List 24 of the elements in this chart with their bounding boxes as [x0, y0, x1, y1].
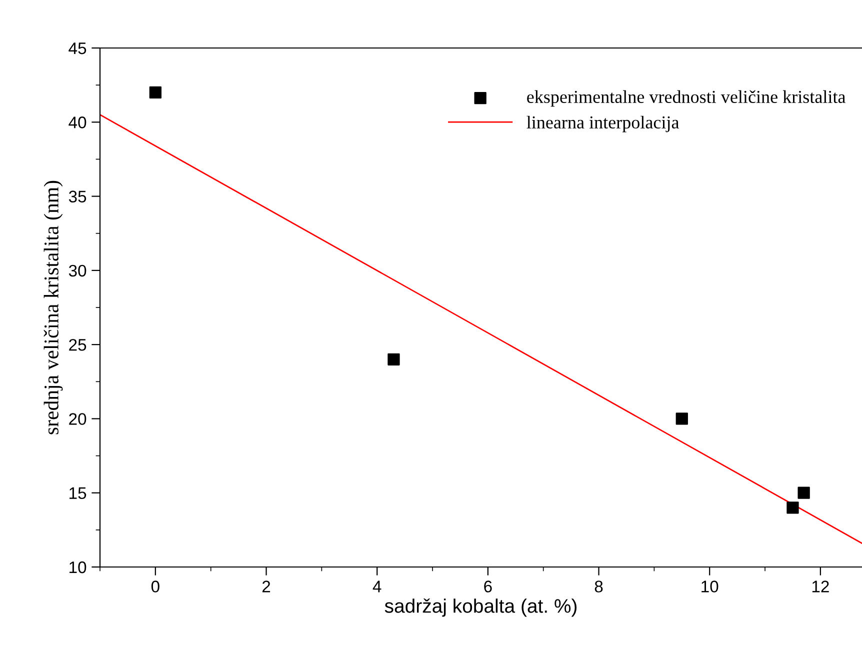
x-tick-label: 4 — [372, 580, 382, 592]
x-tick-label: 0 — [151, 580, 160, 592]
point — [798, 486, 810, 499]
x-tick-label: 2 — [262, 580, 270, 592]
x-tick-label: 10 — [702, 580, 718, 592]
legend-label: eksperimentalne vrednosti veličine kristalita — [527, 90, 846, 107]
y-tick-label: 40 — [68, 116, 86, 128]
point — [149, 86, 162, 99]
x-tick-label: 12 — [812, 580, 829, 592]
y-tick-label: 45 — [68, 42, 86, 54]
y-tick-label: 25 — [69, 338, 86, 351]
y-tick-label: 15 — [70, 487, 86, 500]
y-axis-title: srednja veličina kristalita (nm) — [44, 180, 63, 434]
y-tick-label: 30 — [68, 264, 86, 277]
y-tick-label: 20 — [69, 413, 86, 425]
point — [786, 502, 799, 514]
y-tick-label: 35 — [68, 190, 86, 202]
point — [388, 353, 400, 366]
x-tick-label: 8 — [594, 580, 603, 592]
x-tick-label: 6 — [484, 580, 492, 592]
x-axis-title: sadržaj kobalta (at. %) — [384, 598, 577, 617]
y-tick-label: 10 — [70, 561, 86, 574]
point — [676, 412, 688, 425]
legend-label: linearna interpolacija — [526, 116, 680, 132]
